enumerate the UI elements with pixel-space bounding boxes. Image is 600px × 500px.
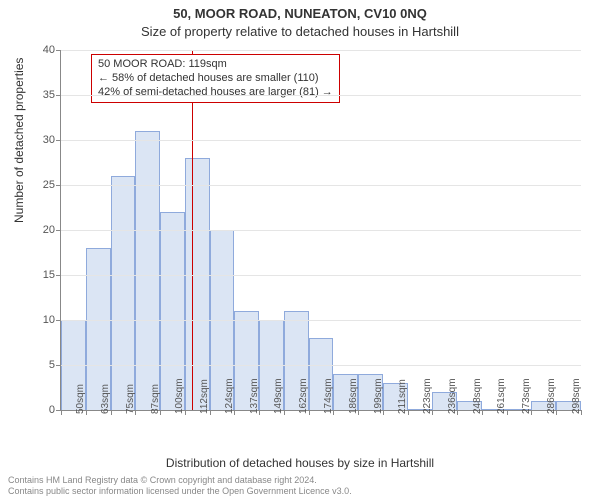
- xtick-mark: [86, 410, 87, 415]
- xtick-mark: [284, 410, 285, 415]
- ytick-mark: [56, 365, 61, 366]
- xtick-label: 211sqm: [397, 379, 408, 414]
- xtick-mark: [457, 410, 458, 415]
- xtick-label: 162sqm: [298, 378, 309, 414]
- y-axis-label: Number of detached properties: [12, 58, 26, 223]
- xtick-label: 261sqm: [496, 378, 507, 414]
- xtick-label: 186sqm: [348, 378, 359, 414]
- xtick-mark: [581, 410, 582, 415]
- xtick-label: 174sqm: [323, 378, 334, 414]
- ytick-label: 20: [43, 224, 55, 236]
- ytick-label: 25: [43, 179, 55, 191]
- xtick-label: 112sqm: [199, 379, 210, 414]
- xtick-label: 199sqm: [373, 378, 384, 414]
- annotation-line: ← 58% of detached houses are smaller (11…: [98, 72, 333, 86]
- gridline: [61, 140, 581, 141]
- xtick-mark: [556, 410, 557, 415]
- xtick-label: 273sqm: [521, 378, 532, 414]
- ytick-label: 0: [49, 404, 55, 416]
- gridline: [61, 95, 581, 96]
- xtick-mark: [358, 410, 359, 415]
- gridline: [61, 185, 581, 186]
- xtick-label: 298sqm: [571, 378, 582, 414]
- xtick-label: 100sqm: [174, 378, 185, 414]
- annotation-line: 42% of semi-detached houses are larger (…: [98, 86, 333, 100]
- histogram-bar: [185, 158, 210, 410]
- page-title: 50, MOOR ROAD, NUNEATON, CV10 0NQ: [0, 6, 600, 21]
- xtick-mark: [135, 410, 136, 415]
- ytick-mark: [56, 140, 61, 141]
- footer-attribution: Contains HM Land Registry data © Crown c…: [8, 475, 352, 496]
- xtick-mark: [309, 410, 310, 415]
- annotation-line: 50 MOOR ROAD: 119sqm: [98, 58, 333, 72]
- ytick-mark: [56, 50, 61, 51]
- xtick-label: 137sqm: [249, 378, 260, 414]
- xtick-label: 124sqm: [224, 378, 235, 414]
- xtick-mark: [383, 410, 384, 415]
- xtick-mark: [531, 410, 532, 415]
- ytick-mark: [56, 95, 61, 96]
- xtick-mark: [160, 410, 161, 415]
- histogram-bar: [135, 131, 160, 410]
- ytick-label: 5: [49, 359, 55, 371]
- ytick-label: 30: [43, 134, 55, 146]
- xtick-label: 87sqm: [150, 384, 161, 414]
- xtick-mark: [507, 410, 508, 415]
- xtick-label: 248sqm: [472, 378, 483, 414]
- xtick-mark: [234, 410, 235, 415]
- plot-area: 50 MOOR ROAD: 119sqm ← 58% of detached h…: [60, 50, 581, 411]
- gridline: [61, 50, 581, 51]
- ytick-mark: [56, 320, 61, 321]
- xtick-mark: [482, 410, 483, 415]
- xtick-mark: [61, 410, 62, 415]
- page-subtitle: Size of property relative to detached ho…: [0, 24, 600, 39]
- gridline: [61, 320, 581, 321]
- xtick-label: 75sqm: [125, 384, 136, 414]
- xtick-mark: [210, 410, 211, 415]
- gridline: [61, 230, 581, 231]
- chart-container: 50, MOOR ROAD, NUNEATON, CV10 0NQ Size o…: [0, 0, 600, 500]
- ytick-label: 10: [43, 314, 55, 326]
- footer-line: Contains public sector information licen…: [8, 486, 352, 496]
- ytick-label: 40: [43, 44, 55, 56]
- gridline: [61, 275, 581, 276]
- xtick-mark: [432, 410, 433, 415]
- xtick-label: 236sqm: [447, 378, 458, 414]
- ytick-mark: [56, 230, 61, 231]
- histogram-bar: [111, 176, 136, 410]
- xtick-label: 50sqm: [75, 384, 86, 414]
- x-axis-label: Distribution of detached houses by size …: [0, 456, 600, 470]
- footer-line: Contains HM Land Registry data © Crown c…: [8, 475, 352, 485]
- xtick-mark: [408, 410, 409, 415]
- xtick-label: 149sqm: [273, 378, 284, 414]
- ytick-mark: [56, 185, 61, 186]
- xtick-mark: [111, 410, 112, 415]
- xtick-label: 63sqm: [100, 384, 111, 414]
- xtick-mark: [185, 410, 186, 415]
- ytick-mark: [56, 275, 61, 276]
- gridline: [61, 365, 581, 366]
- xtick-label: 286sqm: [546, 378, 557, 414]
- xtick-label: 223sqm: [422, 378, 433, 414]
- ytick-label: 35: [43, 89, 55, 101]
- ytick-label: 15: [43, 269, 55, 281]
- xtick-mark: [259, 410, 260, 415]
- xtick-mark: [333, 410, 334, 415]
